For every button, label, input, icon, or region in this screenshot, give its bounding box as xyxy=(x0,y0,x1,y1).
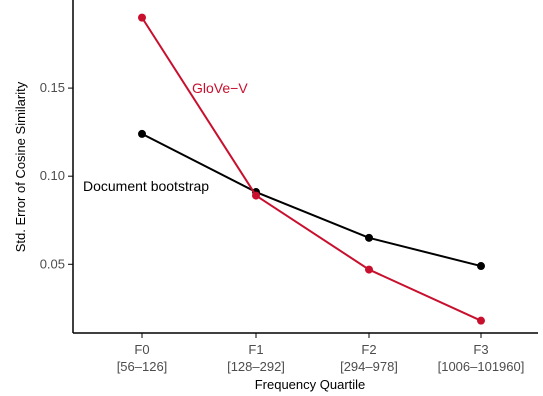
series-line-glove-v xyxy=(141,17,482,322)
x-tick-label: F2 xyxy=(361,342,376,357)
y-axis: 0.05 0.10 0.15 Std. Error of Cosine Simila… xyxy=(13,0,74,333)
x-tick-label: F1 xyxy=(248,342,263,357)
y-tick-label: 0.15 xyxy=(40,80,65,95)
data-point-document-bootstrap xyxy=(477,262,485,271)
x-tick-sublabel: [294–978] xyxy=(340,359,398,374)
y-tick-label: 0.05 xyxy=(40,256,65,271)
x-tick-sublabel: [1006–101960] xyxy=(438,359,525,374)
x-axis: F0 [56–126] F1 [128–292] F2 [294–978] F3 [1006–… xyxy=(73,332,538,392)
data-point-glove-v xyxy=(252,191,260,200)
series-label-glove-v: GloVe−V xyxy=(192,80,248,96)
data-point-document-bootstrap xyxy=(138,129,146,138)
x-tick-label: F3 xyxy=(473,342,488,357)
x-axis-title: Frequency Quartile xyxy=(255,377,366,392)
data-point-glove-v xyxy=(477,316,485,325)
series-line-document-bootstrap xyxy=(141,133,482,268)
series-label-document-bootstrap: Document bootstrap xyxy=(83,178,209,194)
x-tick-label: F0 xyxy=(134,342,149,357)
x-tick-sublabel: [56–126] xyxy=(117,359,168,374)
y-ticks: 0.05 0.10 0.15 xyxy=(40,80,73,271)
data-point-glove-v xyxy=(138,13,146,22)
series-layer xyxy=(138,13,485,325)
y-axis-title: Std. Error of Cosine Similarity xyxy=(13,81,28,252)
x-tick-sublabel: [128–292] xyxy=(227,359,285,374)
data-point-document-bootstrap xyxy=(365,233,373,242)
y-tick-label: 0.10 xyxy=(40,168,65,183)
x-ticks: F0 [56–126] F1 [128–292] F2 [294–978] F3 [1006–… xyxy=(117,333,525,374)
data-point-glove-v xyxy=(365,265,373,274)
